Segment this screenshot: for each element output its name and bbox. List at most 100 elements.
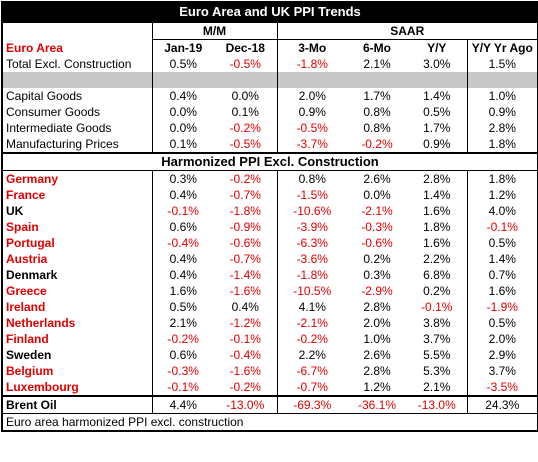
data-row: Greece 1.6% -1.6% -10.5% -2.9% 0.2% 1.6% xyxy=(2,283,538,299)
value-cell: 2.8% xyxy=(407,170,468,187)
value-cell: -0.4% xyxy=(214,347,278,363)
value-cell: 2.2% xyxy=(407,251,468,267)
value-cell: -1.4% xyxy=(214,267,278,283)
value-cell: 1.4% xyxy=(407,187,468,203)
value-cell: 0.1% xyxy=(214,104,278,120)
value-cell: 3.8% xyxy=(407,315,468,331)
value-cell: 4.0% xyxy=(488,204,516,218)
value-cell: -6.3% xyxy=(296,236,328,250)
row-label: Ireland xyxy=(2,299,153,315)
value-cell: -0.2% xyxy=(214,379,278,396)
value-cell: -1.5% xyxy=(296,188,328,202)
blank-cell xyxy=(467,72,538,88)
value-cell: 0.0% xyxy=(169,105,197,119)
data-row: Manufacturing Prices 0.1% -0.5% -3.7% -0.2% 0… xyxy=(2,136,538,153)
value-cell: -0.5% xyxy=(214,136,278,153)
data-row: Luxembourg -0.1% -0.2% -0.7% 1.2% 2.1% -3.5% xyxy=(2,379,538,396)
row-label: France xyxy=(2,187,153,203)
value-cell: -0.6% xyxy=(214,235,278,251)
value-cell: -1.6% xyxy=(214,363,278,379)
column-header: 6-Mo xyxy=(363,41,391,55)
data-row: Brent Oil 4.4% -13.0% -69.3% -36.1% -13.0% 24.… xyxy=(2,395,538,414)
value-cell: 2.1% xyxy=(169,316,197,330)
row-label: Denmark xyxy=(2,267,153,283)
row-label: Germany xyxy=(2,170,153,187)
value-cell: 0.1% xyxy=(169,137,197,151)
value-cell: -0.5% xyxy=(296,121,328,135)
value-cell: -0.1% xyxy=(214,331,278,347)
row-label: Intermediate Goods xyxy=(2,120,153,136)
value-cell: 0.4% xyxy=(169,268,197,282)
value-cell: -13.0% xyxy=(407,395,468,414)
value-cell: -0.7% xyxy=(296,380,328,394)
value-cell: -0.1% xyxy=(407,299,468,315)
value-cell: 1.6% xyxy=(407,203,468,219)
column-header: 3-Mo xyxy=(298,41,327,55)
footer-note: Euro area harmonized PPI excl. construct… xyxy=(6,415,244,429)
value-cell: 0.6% xyxy=(169,348,197,362)
row-label: Brent Oil xyxy=(2,395,153,414)
column-header: Y/Y Yr Ago xyxy=(471,41,533,55)
value-cell: 2.0% xyxy=(488,332,516,346)
group-header: SAAR xyxy=(277,21,538,40)
table-body: Euro Area and UK PPI Trends M/M SAAR Eur… xyxy=(2,2,538,431)
value-cell: 1.0% xyxy=(363,332,391,346)
value-cell: -1.8% xyxy=(214,203,278,219)
value-cell: 0.2% xyxy=(407,283,468,299)
row-label: Spain xyxy=(2,219,153,235)
value-cell: 0.4% xyxy=(169,252,197,266)
value-cell: 1.8% xyxy=(407,219,468,235)
value-cell: 0.5% xyxy=(169,300,197,314)
group-row: M/M SAAR xyxy=(2,21,538,40)
value-cell: -0.1% xyxy=(167,380,199,394)
section-row: Harmonized PPI Excl. Construction xyxy=(2,152,538,171)
value-cell: 0.4% xyxy=(214,299,278,315)
blank-cell xyxy=(2,21,153,40)
value-cell: -3.5% xyxy=(486,380,518,394)
value-cell: 0.5% xyxy=(488,316,516,330)
blank-cell xyxy=(152,72,214,88)
value-cell: 2.0% xyxy=(363,316,391,330)
value-cell: 1.8% xyxy=(488,172,516,186)
value-cell: 0.5% xyxy=(407,104,468,120)
data-row: France 0.4% -0.7% -1.5% 0.0% 1.4% 1.2% xyxy=(2,187,538,203)
section-title: Harmonized PPI Excl. Construction xyxy=(2,152,538,171)
row-label: Belgium xyxy=(2,363,153,379)
value-cell: 1.6% xyxy=(488,284,516,298)
value-cell: 1.6% xyxy=(169,284,197,298)
ppi-table: Euro Area and UK PPI Trends M/M SAAR Eur… xyxy=(1,1,538,432)
data-row: Netherlands 2.1% -1.2% -2.1% 2.0% 3.8% 0.5% xyxy=(2,315,538,331)
value-cell: -1.8% xyxy=(296,57,328,71)
value-cell: 0.8% xyxy=(298,172,326,186)
value-cell: 0.9% xyxy=(407,136,468,153)
value-cell: 2.9% xyxy=(488,348,516,362)
blank-cell xyxy=(214,72,278,88)
row-label: Total Excl. Construction xyxy=(2,56,153,72)
header-row: Euro Area Jan-19 Dec-18 3-Mo 6-Mo Y/Y Y/Y Yr A… xyxy=(2,39,538,56)
value-cell: -0.2% xyxy=(361,137,393,151)
value-cell: 1.7% xyxy=(407,120,468,136)
value-cell: -0.3% xyxy=(167,364,199,378)
row-label: Portugal xyxy=(2,235,153,251)
title-row: Euro Area and UK PPI Trends xyxy=(2,2,538,22)
value-cell: 0.9% xyxy=(488,105,516,119)
column-header: Euro Area xyxy=(2,39,153,56)
data-row: Germany 0.3% -0.2% 0.8% 2.6% 2.8% 1.8% xyxy=(2,170,538,187)
value-cell: 1.2% xyxy=(363,380,391,394)
column-header: Dec-18 xyxy=(214,39,278,56)
row-label: Netherlands xyxy=(2,315,153,331)
value-cell: 2.6% xyxy=(363,348,391,362)
value-cell: 3.7% xyxy=(407,331,468,347)
row-label: Capital Goods xyxy=(2,88,153,104)
value-cell: -36.1% xyxy=(347,395,407,414)
value-cell: 5.5% xyxy=(407,347,468,363)
value-cell: -0.6% xyxy=(361,236,393,250)
value-cell: 4.1% xyxy=(298,300,326,314)
blank-cell xyxy=(277,72,347,88)
value-cell: -0.3% xyxy=(361,220,393,234)
value-cell: 1.4% xyxy=(488,252,516,266)
value-cell: 0.0% xyxy=(363,188,391,202)
value-cell: 0.3% xyxy=(363,268,391,282)
value-cell: -6.7% xyxy=(296,364,328,378)
value-cell: 0.0% xyxy=(214,88,278,104)
